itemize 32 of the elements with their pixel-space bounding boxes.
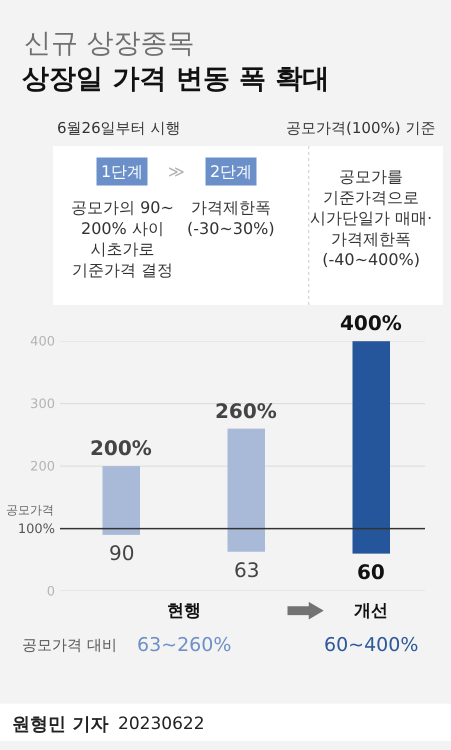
text: 공모가를 기준가격으로 시가단일가 매매· 가격제한폭 (-40~400%) (310, 167, 432, 270)
text: 가격제한폭 (-30~30%) (187, 198, 275, 238)
chart-subtitle: 신규 상장종목 (24, 28, 195, 59)
chart-title: 상장일 가격 변동 폭 확대 (22, 63, 330, 94)
text: 20230622 (118, 714, 205, 734)
y-tick-label: 200 (30, 460, 55, 475)
text: 공모가격 대비 (22, 636, 117, 654)
text: 60~400% (324, 634, 418, 656)
text: 6월26일부터 시행 (57, 119, 180, 137)
text: ≫ (168, 162, 185, 181)
y-tick-label: 300 (30, 397, 55, 412)
bar (228, 428, 265, 552)
annotation: 400% (340, 311, 402, 335)
annotation: 260% (215, 399, 277, 423)
text: 개선 (354, 601, 388, 621)
y-tick-label: 0 (46, 584, 55, 600)
y-tick-label: 400 (30, 334, 55, 350)
y-tick-label: 100% (18, 522, 55, 538)
annotation: 60 (357, 560, 385, 584)
text: 1단계 (101, 162, 144, 181)
bar (352, 341, 390, 554)
text: 공모가격(100%) 기준 (286, 119, 436, 137)
annotation: 200% (90, 436, 152, 460)
bar (102, 466, 140, 535)
annotation: 90 (109, 541, 134, 565)
text: 현행 (167, 601, 201, 621)
annotation: 63 (234, 558, 260, 582)
text: 원형민 기자 (12, 714, 108, 735)
text: 63~260% (137, 634, 232, 656)
text: 2단계 (210, 162, 252, 181)
text: 공모가의 90~ 200% 사이 시초가로 기준가격 결정 (71, 198, 174, 280)
ref-line-label: 공모가격 (6, 503, 54, 517)
